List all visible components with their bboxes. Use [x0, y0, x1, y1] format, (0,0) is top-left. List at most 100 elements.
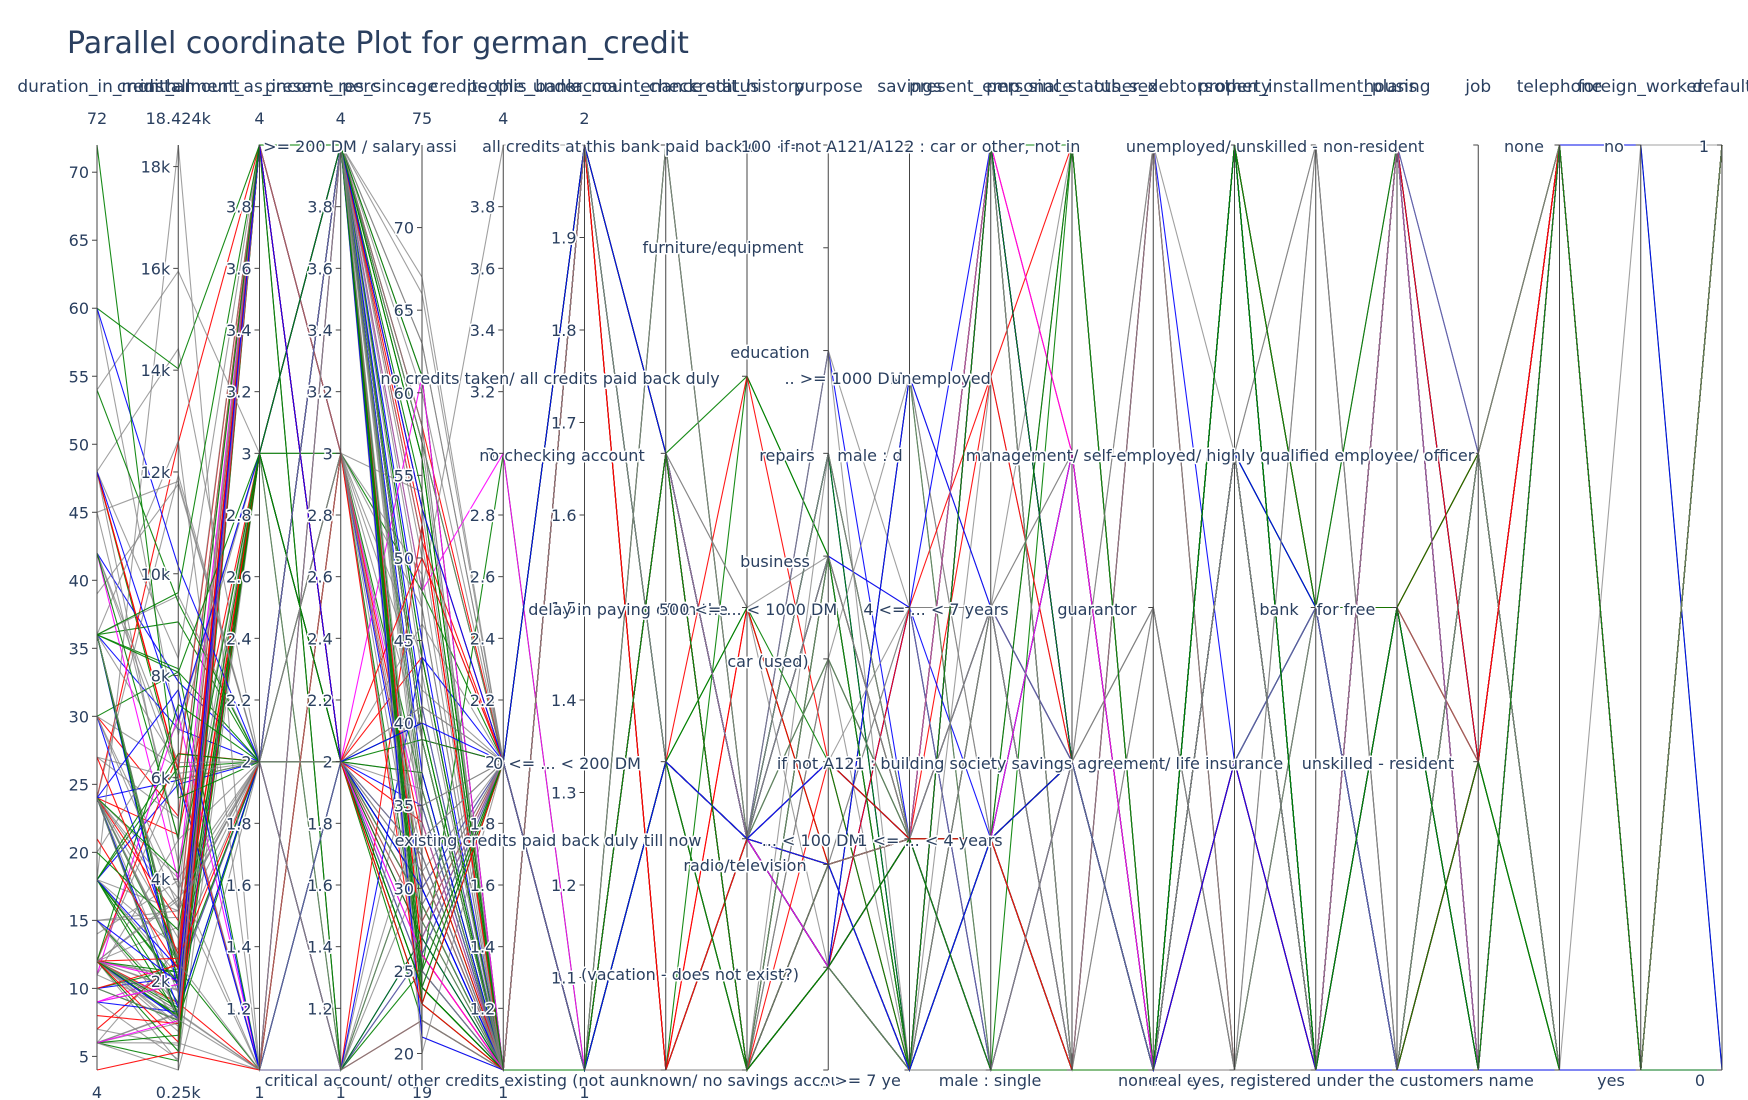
axis-max-label: 4: [498, 109, 508, 128]
axis-min-label: 4: [92, 1083, 102, 1100]
category-label: business: [740, 552, 810, 571]
axis-property[interactable]: property: [1198, 77, 1271, 1071]
axis-title: personal_status_sex: [986, 77, 1158, 97]
tick-label: 2: [323, 753, 333, 772]
axis-people_under_maintenance[interactable]: people_under_maintenance 2 1 1.1 1.2 1.3 1.4 1.…: [467, 77, 703, 1100]
category-label: 0: [1695, 1071, 1705, 1090]
axis-max-label: 4: [254, 109, 264, 128]
tick-label: 3.4: [226, 321, 251, 340]
axis-duration_in_month[interactable]: duration_in_month 72 45 10 15 20 25 30 35 40 45 50 5…: [17, 77, 176, 1100]
tick-label: 1.7: [551, 414, 576, 433]
axis-max-label: 2: [579, 109, 589, 128]
category-label: guarantor: [1057, 600, 1137, 619]
category-label: if not A121 : building society savings a…: [777, 754, 1283, 773]
category-label: (vacation - does not exist?): [581, 965, 799, 984]
tick-label: 2.4: [226, 629, 251, 648]
tick-label: 3: [485, 444, 495, 463]
category-label: yes: [1597, 1071, 1625, 1090]
category-label: 100 <=: [741, 137, 803, 156]
tick-label: 30: [69, 707, 89, 726]
category-label: .. >= 7 ye: [819, 1071, 901, 1090]
tick-label: 8k: [151, 667, 171, 686]
tick-label: 2.2: [470, 691, 495, 710]
tick-label: 50: [394, 549, 414, 568]
tick-label: 45: [69, 503, 89, 522]
tick-label: 1.2: [551, 876, 576, 895]
axis-foreign_worker[interactable]: foreign_worker: [1578, 77, 1704, 1071]
category-label: unknown/ no savings accou: [619, 1071, 840, 1090]
category-label: real e: [1151, 1071, 1196, 1090]
axis-installment_as_income_perc[interactable]: installment_as_income_perc 4 1 1.2 1.4 1.6 1.8…: [140, 77, 380, 1100]
tick-label: 12k: [141, 463, 171, 482]
tick-label: 3: [241, 444, 251, 463]
tick-label: 1.4: [470, 938, 495, 957]
axis-age[interactable]: age 75 19 20 25 30 35 40 45 50 55 60 65 70: [392, 77, 438, 1100]
axis-min-label: 0.25k: [156, 1083, 202, 1100]
tick-label: 25: [394, 962, 414, 981]
axis-title: purpose: [794, 77, 863, 97]
category-label: >= 200 DM / salary assi: [263, 137, 457, 156]
axis-savings[interactable]: savings: [877, 77, 942, 1071]
axes-layer: duration_in_month72451015202530354045505…: [17, 77, 1748, 1100]
tick-label: 25: [69, 775, 89, 794]
category-label: repairs: [759, 446, 814, 465]
tick-label: 65: [394, 301, 414, 320]
tick-label: 3.6: [307, 259, 332, 278]
tick-label: 1.4: [226, 938, 251, 957]
axis-housing[interactable]: housing: [1363, 77, 1431, 1071]
axis-present_res_since[interactable]: present_res_since 4 1 1.2 1.4 1.6 1.8 2 2.2 2.4 2.…: [265, 77, 417, 1100]
category-label: 4 <= ... < 7 years: [863, 600, 1008, 619]
tick-label: 60: [69, 299, 89, 318]
tick-label: 65: [69, 231, 89, 250]
axis-present_emp_since[interactable]: present_emp_since: [909, 77, 1073, 1071]
tick-label: 2: [241, 753, 251, 772]
category-label: if not A121/A122 : car or other, not in: [780, 137, 1081, 156]
axis-title: telephone: [1517, 77, 1603, 97]
axis-telephone[interactable]: telephone: [1517, 77, 1603, 1071]
tick-label: 6k: [151, 768, 171, 787]
tick-label: 2.4: [470, 629, 495, 648]
tick-label: 3.2: [470, 383, 495, 402]
category-label: existing credits paid back duly till now: [395, 831, 702, 850]
tick-label: 15: [69, 911, 89, 930]
tick-label: 2: [485, 753, 495, 772]
tick-label: 10: [69, 979, 89, 998]
tick-label: 35: [394, 797, 414, 816]
axis-title: other_installment_plans: [1214, 77, 1417, 97]
axis-purpose[interactable]: purpose: [794, 77, 863, 1071]
tick-label: 3.8: [307, 198, 332, 217]
tick-label: 1.6: [470, 876, 495, 895]
tick-label: 30: [394, 879, 414, 898]
tick-label: 1.2: [470, 999, 495, 1018]
axis-credits_this_bank[interactable]: credits_this_bank 4 1 1.2 1.4 1.6 1.8 2 2.2 2.4 2.…: [430, 77, 577, 1100]
axis-credit_history[interactable]: credit_history: [689, 77, 805, 1071]
tick-label: 3.8: [470, 198, 495, 217]
tick-label: 1.4: [307, 938, 332, 957]
tick-label: 1.8: [470, 814, 495, 833]
axis-title: credit_amount: [117, 77, 240, 97]
axis-other_installment_plans[interactable]: other_installment_plans: [1214, 77, 1417, 1071]
category-label: education: [730, 343, 809, 362]
tick-label: 1.3: [551, 784, 576, 803]
axis-personal_status_sex[interactable]: personal_status_sex: [986, 77, 1158, 1071]
tick-label: 1.1: [551, 969, 576, 988]
axis-default[interactable]: default: [1692, 77, 1748, 1071]
tick-label: 40: [394, 714, 414, 733]
tick-label: 70: [69, 163, 89, 182]
tick-label: 1.5: [551, 599, 576, 618]
axis-other_debtors[interactable]: other_debtors: [1094, 77, 1213, 1071]
tick-label: 70: [394, 219, 414, 238]
category-label: none: [1118, 1071, 1158, 1090]
tick-label: 2.8: [307, 506, 332, 525]
category-label: car (used): [727, 652, 808, 671]
axis-job[interactable]: job: [1464, 77, 1491, 1071]
axis-max-label: 18.424k: [146, 109, 212, 128]
axis-account_check_status[interactable]: account_check_status: [572, 77, 759, 1071]
tick-label: 55: [394, 466, 414, 485]
category-label: unskilled - resident: [1302, 754, 1454, 773]
tick-label: 18k: [141, 158, 171, 177]
tick-label: 1.8: [551, 321, 576, 340]
axis-credit_amount[interactable]: credit_amount 18.424k 0.25k 2k 4k 6k 8k 10k 12k 1…: [117, 77, 240, 1100]
axis-max-label: 4: [336, 109, 346, 128]
